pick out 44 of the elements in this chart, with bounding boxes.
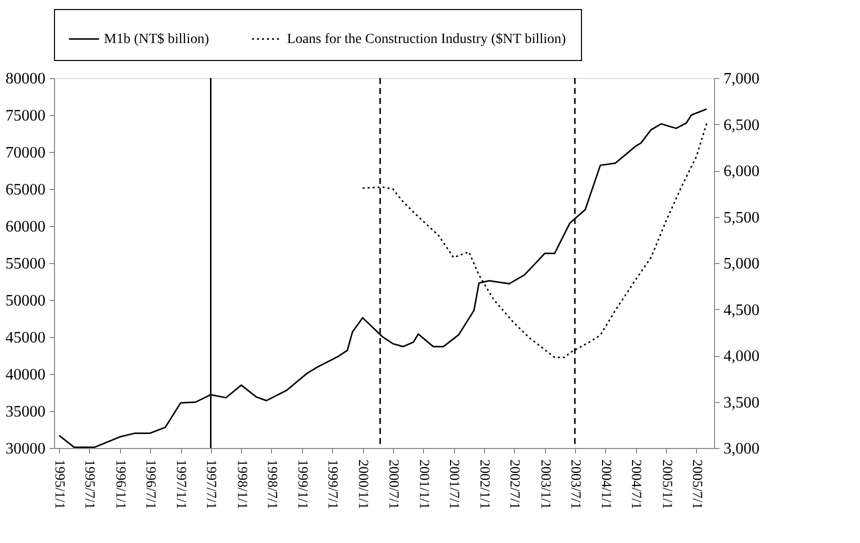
x-tick-label: 2003/1/1 [537,460,552,510]
y2-tick-label: 4,000 [724,348,760,365]
x-tick-label: 2003/7/1 [567,460,582,510]
x-tick-label: 2002/1/1 [476,460,492,510]
y2-tick-label: 4,500 [724,302,760,319]
y-tick-label: 70000 [6,144,46,162]
x-tick-label: 2001/7/1 [446,460,462,510]
y-tick-label: 40000 [6,366,46,384]
y2-tick-label: 5,000 [724,256,760,272]
y-tick-label: 50000 [6,292,46,310]
y-tick-label: 35000 [6,404,46,420]
x-tick-label: 1996/1/1 [112,460,128,510]
y2-tick-label: 3,500 [724,394,760,412]
x-tick-label: 1999/1/1 [294,460,310,510]
x-tick-label: 2000/1/1 [355,460,370,510]
y-tick-label: 55000 [6,256,46,272]
legend-label: Loans for the Construction Industry ($NT billion) [287,32,566,47]
x-tick-label: 1998/1/1 [234,460,249,510]
y2-tick-label: 5,500 [724,209,760,226]
y2-tick-label: 6,000 [724,163,760,180]
x-tick-label: 2000/7/1 [385,460,400,510]
x-tick-label: 1999/7/1 [324,460,340,510]
x-tick-label: 2005/7/1 [688,460,704,510]
y-tick-label: 60000 [6,218,46,236]
x-tick-label: 1998/7/1 [264,460,279,510]
x-tick-label: 2005/1/1 [658,460,674,510]
y-tick-label: 75000 [6,108,46,124]
y-tick-label: 65000 [6,182,46,198]
x-tick-label: 2002/7/1 [506,460,522,510]
y2-tick-label: 7,000 [724,70,760,88]
x-tick-label: 1995/7/1 [82,460,97,510]
x-tick-label: 1997/1/1 [173,460,188,510]
x-tick-label: 1996/7/1 [142,460,158,510]
x-tick-label: 2004/1/1 [598,460,613,510]
y2-tick-label: 6,500 [724,116,760,134]
x-tick-label: 2001/1/1 [416,460,431,510]
legend-label: M1b (NT$ billion) [104,32,210,47]
x-tick-label: 1995/1/1 [52,460,67,510]
y-tick-label: 30000 [6,440,46,458]
x-tick-label: 1997/7/1 [203,460,218,510]
y-tick-label: 80000 [6,70,46,88]
x-tick-label: 2004/7/1 [628,460,644,510]
y2-tick-label: 3,000 [724,440,760,458]
y-tick-label: 45000 [6,330,46,346]
